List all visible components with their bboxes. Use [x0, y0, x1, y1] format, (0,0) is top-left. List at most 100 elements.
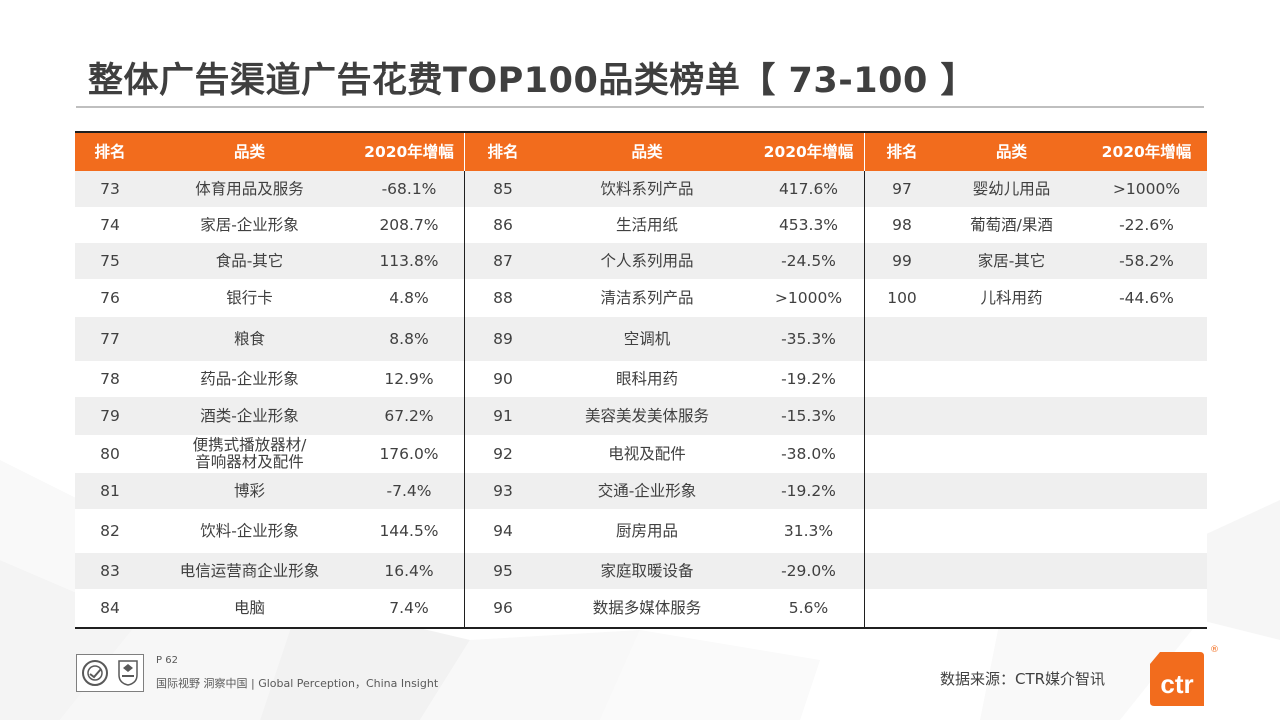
growth-cell: -58.2% [1119, 252, 1174, 270]
rank-cell: 86 [493, 216, 513, 234]
category-cell: 交通-企业形象 [597, 482, 697, 500]
rank-cell: 76 [100, 289, 120, 307]
ranking-table: 排名 品类 2020年增幅 排名 品类 2020年增幅 排名 品类 2020年增… [75, 131, 1207, 629]
category-line: 便携式播放器材/ [192, 436, 307, 454]
rank-cell [865, 589, 939, 627]
growth-cell: 5.6% [788, 599, 829, 617]
category-cell: 博彩 [233, 482, 265, 500]
growth-cell: -19.2% [781, 482, 836, 500]
table-row: 78 药品-企业形象 12.9% 90 眼科用药 -19.2% [75, 361, 1207, 397]
rank-cell [865, 435, 939, 473]
rank-cell: 80 [100, 445, 120, 463]
growth-cell: 16.4% [384, 562, 434, 580]
growth-cell: 453.3% [778, 216, 839, 234]
category-cell: 食品-其它 [215, 252, 284, 270]
growth-cell [1084, 553, 1209, 589]
growth-cell: -29.0% [781, 562, 836, 580]
rank-cell: 83 [100, 562, 120, 580]
growth-cell: 176.0% [379, 445, 439, 463]
rank-cell: 79 [100, 407, 120, 425]
category-cell: 家庭取暖设备 [600, 562, 694, 580]
certification-logos [76, 654, 144, 692]
header-growth: 2020年增幅 [364, 143, 454, 161]
rank-cell: 75 [100, 252, 120, 270]
rank-cell: 100 [887, 289, 917, 307]
category-cell: 电视及配件 [608, 445, 686, 463]
category-cell: 粮食 [233, 330, 265, 348]
category-cell: 药品-企业形象 [200, 370, 299, 388]
category-cell [939, 589, 1084, 627]
rank-cell: 74 [100, 216, 120, 234]
rank-cell [865, 509, 939, 553]
header-category: 品类 [995, 143, 1027, 161]
growth-cell: -7.4% [386, 482, 432, 500]
rank-cell: 96 [493, 599, 513, 617]
table-body: 73 体育用品及服务 -68.1% 85 饮料系列产品 417.6% 97 婴幼儿用品 >100… [75, 171, 1207, 627]
header-rank: 排名 [487, 143, 519, 161]
title-divider [76, 106, 1204, 108]
growth-cell: -68.1% [381, 180, 437, 198]
table-row: 80 便携式播放器材/音响器材及配件 176.0% 92 电视及配件 -38.0% [75, 435, 1207, 473]
category-cell [939, 509, 1084, 553]
rank-cell: 92 [493, 445, 513, 463]
category-cell: 电脑 [233, 599, 265, 617]
growth-cell: 113.8% [379, 252, 439, 270]
growth-cell: 67.2% [384, 407, 434, 425]
growth-cell: 4.8% [389, 289, 429, 307]
rank-cell [865, 473, 939, 509]
header-category: 品类 [631, 143, 663, 161]
category-cell: 便携式播放器材/音响器材及配件 [145, 435, 354, 473]
growth-cell [1084, 435, 1209, 473]
category-cell: 葡萄酒/果酒 [970, 216, 1053, 234]
table-header: 排名 品类 2020年增幅 排名 品类 2020年增幅 排名 品类 2020年增… [75, 133, 1207, 171]
ukas-badge-icon [117, 660, 138, 686]
sgs-badge-icon [81, 660, 108, 686]
rank-cell: 94 [493, 522, 513, 540]
rank-cell [865, 361, 939, 397]
growth-cell: 208.7% [379, 216, 439, 234]
table-row: 74 家居-企业形象 208.7% 86 生活用纸 453.3% 98 葡萄酒/果酒 -22.6… [75, 207, 1207, 243]
category-cell: 酒类-企业形象 [200, 407, 299, 425]
growth-cell: -24.5% [781, 252, 836, 270]
category-cell: 儿科用药 [980, 289, 1043, 307]
category-cell: 生活用纸 [615, 216, 678, 234]
table-row: 83 电信运营商企业形象 16.4% 95 家庭取暖设备 -29.0% [75, 553, 1207, 589]
rank-cell: 84 [100, 599, 120, 617]
growth-cell [1084, 397, 1209, 435]
growth-cell [1084, 589, 1209, 627]
rank-cell [865, 397, 939, 435]
rank-cell: 89 [493, 330, 513, 348]
category-cell: 眼科用药 [615, 370, 678, 388]
rank-cell: 85 [493, 180, 513, 198]
table-row: 76 银行卡 4.8% 88 清洁系列产品 >1000% 100 儿科用药 -44.6% [75, 279, 1207, 317]
category-cell: 体育用品及服务 [195, 180, 304, 198]
category-cell: 银行卡 [226, 289, 273, 307]
growth-cell: 31.3% [783, 522, 834, 540]
ctr-logo-text: ctr [1160, 669, 1193, 699]
category-cell: 清洁系列产品 [600, 289, 694, 307]
growth-cell: 7.4% [389, 599, 429, 617]
growth-cell: -38.0% [781, 445, 836, 463]
header-growth: 2020年增幅 [763, 143, 854, 161]
category-cell: 婴幼儿用品 [972, 180, 1051, 198]
table-row: 77 粮食 8.8% 89 空调机 -35.3% [75, 317, 1207, 361]
table-row: 84 电脑 7.4% 96 数据多媒体服务 5.6% [75, 589, 1207, 627]
ctr-logo-icon: ctr [1150, 652, 1204, 706]
rank-cell: 82 [100, 522, 120, 540]
rank-cell [865, 317, 939, 361]
rank-cell: 98 [892, 216, 912, 234]
growth-cell: -35.3% [781, 330, 836, 348]
growth-cell [1084, 473, 1209, 509]
data-source: 数据来源：CTR媒介智讯 [940, 670, 1106, 688]
category-cell [939, 473, 1084, 509]
category-cell: 饮料-企业形象 [200, 522, 299, 540]
growth-cell: 12.9% [384, 370, 434, 388]
growth-cell: -22.6% [1119, 216, 1174, 234]
rank-cell: 95 [493, 562, 513, 580]
rank-cell: 87 [493, 252, 513, 270]
header-growth: 2020年增幅 [1101, 143, 1192, 161]
table-row: 79 酒类-企业形象 67.2% 91 美容美发美体服务 -15.3% [75, 397, 1207, 435]
growth-cell: >1000% [1112, 180, 1181, 198]
growth-cell: 417.6% [778, 180, 839, 198]
header-category: 品类 [233, 143, 265, 161]
